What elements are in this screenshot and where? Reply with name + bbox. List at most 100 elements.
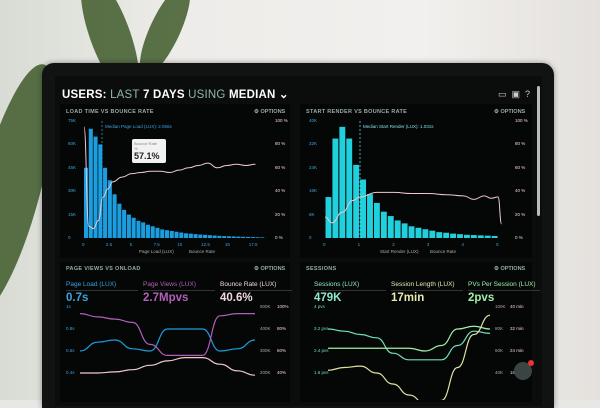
- options-button[interactable]: ⚙ OPTIONS: [494, 109, 526, 115]
- y3-tick-label: 80%: [277, 326, 287, 331]
- y-tick-label: 2.4 pvs: [314, 348, 329, 353]
- bar: [98, 144, 103, 238]
- bar: [193, 234, 198, 238]
- options-button[interactable]: ⚙ OPTIONS: [254, 266, 286, 272]
- title-range: LAST: [110, 89, 140, 101]
- y2-tick-label: 300K: [260, 348, 271, 353]
- x-tick-label: 12.5: [201, 242, 210, 247]
- y2-tick-label: 0 %: [275, 235, 283, 240]
- y-tick-label: 8K: [309, 211, 315, 217]
- bar: [255, 237, 260, 238]
- panel-sessions: [300, 262, 532, 402]
- bar: [408, 226, 415, 238]
- y2-tick-label: 60 %: [515, 164, 526, 170]
- options-button[interactable]: ⚙ OPTIONS: [254, 109, 286, 115]
- bar: [443, 232, 450, 238]
- y-tick-label: 1.6 pvs: [314, 370, 329, 375]
- x-tick-label: 5: [129, 242, 133, 247]
- bar: [332, 138, 339, 238]
- y2-tick-label: 40 %: [275, 188, 286, 194]
- legend-item: Start Render (LUX): [380, 249, 419, 254]
- bar: [184, 233, 189, 238]
- y2-tick-label: 40 %: [515, 188, 526, 194]
- bar: [203, 234, 208, 238]
- panel-title: PAGE VIEWS VS ONLOAD: [66, 266, 141, 272]
- y3-tick-label: 100%: [277, 304, 289, 309]
- x-tick-label: 15: [224, 242, 230, 247]
- image-icon[interactable]: ▣: [511, 89, 521, 99]
- tooltip-label: Bounce Rate: [134, 141, 158, 146]
- bar: [422, 229, 429, 238]
- bar: [346, 138, 353, 238]
- panel-page-views: [60, 262, 290, 402]
- chevron-down-icon[interactable]: ⌄: [278, 89, 289, 101]
- x-tick-label: 4: [461, 242, 464, 247]
- x-tick-label: 1: [357, 242, 361, 247]
- y2-tick-label: 200K: [260, 370, 271, 375]
- y2-tick-label: 80 %: [275, 141, 286, 147]
- bar: [477, 235, 484, 238]
- bar: [103, 167, 108, 238]
- bar: [169, 230, 174, 238]
- title-range-days: 7 DAYS: [143, 89, 185, 101]
- page-title[interactable]: USERS: LAST 7 DAYS USING MEDIAN ⌄: [62, 87, 289, 101]
- x-tick-label: 10: [177, 242, 183, 247]
- y-tick-label: 1s: [66, 304, 71, 309]
- chat-button[interactable]: [514, 362, 532, 380]
- series-line: [79, 328, 256, 352]
- bounce-rate-line: [324, 191, 503, 225]
- bar: [126, 214, 131, 238]
- x-tick-label: 2: [392, 242, 395, 247]
- title-using: USING: [188, 89, 226, 101]
- scrollbar[interactable]: [537, 86, 540, 216]
- y-tick-label: 0.4s: [66, 370, 75, 375]
- bar: [164, 230, 170, 238]
- bar: [217, 235, 222, 238]
- y2-tick-label: 400K: [260, 326, 271, 331]
- y2-tick-label: 80 %: [515, 141, 526, 147]
- bar: [131, 217, 136, 238]
- y-tick-label: 32K: [309, 141, 318, 147]
- help-icon[interactable]: ?: [525, 89, 531, 99]
- options-label: OPTIONS: [260, 109, 286, 115]
- tooltip-value: 57.1%: [134, 151, 160, 161]
- y2-tick-label: 60 %: [275, 164, 286, 170]
- y-tick-label: 15K: [68, 211, 77, 217]
- bar: [436, 232, 443, 238]
- y3-tick-label: 24 min: [510, 348, 524, 353]
- monitor-icon[interactable]: ▭: [498, 89, 507, 99]
- kpi-label: Bounce Rate (LUX): [220, 281, 292, 291]
- median-label: Median Start Render (LUX): 1.031s: [363, 124, 434, 129]
- bar: [353, 164, 360, 238]
- bar: [367, 194, 373, 238]
- bar: [457, 234, 463, 238]
- y3-tick-label: 32 min: [510, 326, 524, 331]
- bar: [241, 236, 246, 238]
- kpi-value: 2.7Mpvs: [143, 292, 189, 304]
- bar: [93, 136, 98, 238]
- bar: [231, 236, 236, 238]
- tooltip: Bounce Rate % 57.1%: [132, 139, 166, 163]
- bar: [160, 229, 165, 238]
- x-tick-label: 3: [426, 242, 430, 247]
- y2-tick-label: 100 %: [275, 118, 288, 123]
- y2-tick-label: 100 %: [515, 118, 528, 123]
- bar: [88, 128, 93, 238]
- series-line: [79, 313, 255, 356]
- options-button[interactable]: ⚙ OPTIONS: [494, 266, 526, 272]
- bar: [179, 232, 184, 238]
- bar: [112, 194, 117, 238]
- y2-tick-label: 500K: [260, 304, 271, 309]
- bar: [415, 227, 422, 238]
- kpi-label: Page Load (LUX): [66, 281, 138, 291]
- bar: [207, 235, 212, 238]
- bar: [339, 126, 346, 238]
- bar: [260, 237, 265, 238]
- kpi-value: 479K: [314, 292, 342, 304]
- bounce-rate-line: [83, 126, 256, 230]
- bar: [463, 234, 470, 238]
- series-line: [327, 314, 491, 400]
- bar: [394, 220, 401, 238]
- x-tick-label: 0: [323, 242, 326, 247]
- y2-tick-label: 60K: [495, 348, 504, 353]
